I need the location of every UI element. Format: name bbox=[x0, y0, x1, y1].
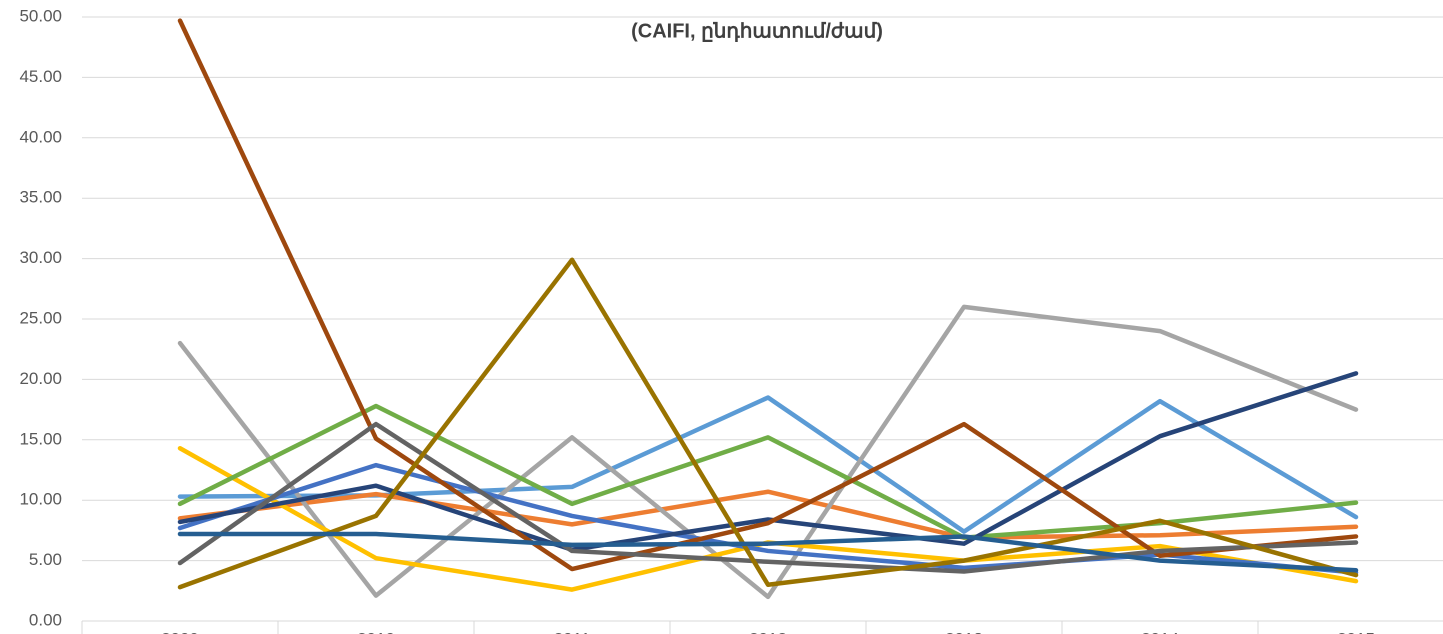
y-tick-label: 25.00 bbox=[19, 308, 62, 327]
y-tick-label: 5.00 bbox=[29, 550, 62, 569]
series-line bbox=[177, 421, 1359, 574]
x-tick-label: 2010 bbox=[357, 629, 395, 634]
series-line bbox=[177, 257, 1359, 590]
series-line bbox=[177, 531, 1359, 573]
y-tick-label: 35.00 bbox=[19, 188, 62, 207]
series-line bbox=[177, 371, 1359, 552]
y-tick-label: 0.00 bbox=[29, 610, 62, 629]
series-line bbox=[177, 18, 1359, 572]
x-tick-label: 2009 bbox=[161, 629, 199, 634]
chart-title: (CAIFI, ընդհատում/ժամ) bbox=[631, 20, 883, 42]
y-tick-label: 10.00 bbox=[19, 490, 62, 509]
y-tick-label: 50.00 bbox=[19, 6, 62, 25]
y-tick-label: 30.00 bbox=[19, 248, 62, 267]
x-tick-label: 2015 bbox=[1337, 629, 1375, 634]
y-tick-label: 45.00 bbox=[19, 67, 62, 86]
series-line bbox=[177, 489, 1359, 540]
y-tick-label: 40.00 bbox=[19, 127, 62, 146]
series-line bbox=[177, 403, 1359, 540]
x-tick-label: 2011 bbox=[554, 629, 591, 634]
x-tick-label: 2013 bbox=[945, 629, 983, 634]
y-tick-label: 15.00 bbox=[19, 429, 62, 448]
y-tick-label: 20.00 bbox=[19, 369, 62, 388]
series-line bbox=[177, 304, 1359, 600]
x-tick-label: 2012 bbox=[749, 629, 787, 634]
x-tick-label: 2014 bbox=[1141, 629, 1179, 634]
